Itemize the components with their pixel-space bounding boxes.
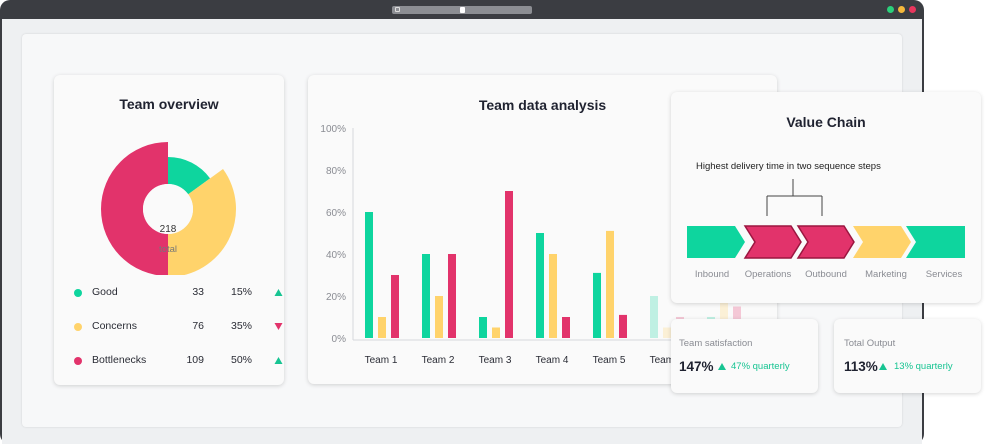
x-tick-label: Team 6 bbox=[650, 355, 683, 366]
x-tick-label: Team 2 bbox=[422, 355, 455, 366]
legend-percent: 50% bbox=[230, 354, 252, 366]
bar-team-2-good bbox=[422, 254, 430, 338]
bar-team-6-concerns bbox=[663, 327, 671, 338]
value-chain-step-inbound bbox=[687, 226, 745, 258]
y-tick-label: 40% bbox=[326, 250, 346, 261]
y-tick-label: 60% bbox=[326, 208, 346, 219]
legend-count: 109 bbox=[186, 354, 204, 366]
value-chain-title: Value Chain bbox=[786, 114, 866, 130]
value-chain-step-marketing bbox=[853, 226, 911, 258]
kpi-change: 13% quarterly bbox=[894, 361, 953, 372]
trend-down-icon bbox=[274, 323, 283, 330]
window-minimize-dot[interactable] bbox=[898, 6, 905, 13]
team-overview-donut bbox=[101, 142, 236, 275]
legend-percent: 15% bbox=[230, 286, 252, 298]
bar-team-6-good bbox=[650, 296, 658, 338]
bar-team-4-bottlenecks bbox=[562, 317, 570, 338]
trend-up-icon bbox=[274, 357, 283, 364]
donut-slice-good bbox=[168, 157, 211, 195]
legend-row-good: Good 33 15% bbox=[74, 286, 283, 300]
value-chain-card: Value Chain Highest delivery time in two… bbox=[671, 92, 981, 303]
bar-team-1-good bbox=[365, 212, 373, 338]
kpi-label: Total Output bbox=[844, 338, 896, 349]
donut-slice-bottlenecks bbox=[101, 142, 168, 275]
kpi-value: 113% bbox=[844, 359, 878, 374]
team-data-title: Team data analysis bbox=[478, 97, 607, 113]
y-tick-label: 20% bbox=[326, 292, 346, 303]
bar-team-2-concerns bbox=[435, 296, 443, 338]
value-chain-bracket bbox=[766, 179, 823, 216]
trend-up-icon bbox=[718, 363, 726, 370]
bar-team-4-concerns bbox=[549, 254, 557, 338]
bar-team-3-good bbox=[479, 317, 487, 338]
kpi-label: Team satisfaction bbox=[679, 338, 753, 349]
bar-team-2-bottlenecks bbox=[448, 254, 456, 338]
value-chain-step-operations bbox=[743, 225, 802, 259]
bar-team-7-concerns bbox=[720, 296, 728, 338]
bar-team-5-good bbox=[593, 272, 601, 338]
team-overview-card: Team overview 218 total Good 33 15% Concern… bbox=[54, 75, 284, 385]
y-tick-label: 100% bbox=[320, 124, 346, 135]
address-bar[interactable] bbox=[392, 6, 532, 14]
legend-name: Good bbox=[92, 286, 118, 298]
donut-slice-concerns bbox=[168, 169, 236, 275]
value-chain-diagram bbox=[687, 179, 965, 259]
legend-row-bottlenecks: Bottlenecks 109 50% bbox=[74, 354, 283, 368]
bar-team-1-concerns bbox=[378, 317, 386, 338]
x-tick-label: Team 3 bbox=[479, 355, 512, 366]
legend-count: 33 bbox=[192, 286, 204, 298]
legend-percent: 35% bbox=[230, 320, 252, 332]
legend-name: Bottlenecks bbox=[92, 354, 147, 366]
bar-team-5-concerns bbox=[606, 230, 614, 338]
legend-row-concerns: Concerns 76 35% bbox=[74, 320, 283, 334]
value-chain-note: Highest delivery time in two sequence st… bbox=[696, 161, 881, 172]
bar-team-3-bottlenecks bbox=[505, 191, 513, 338]
y-tick-label: 0% bbox=[332, 334, 347, 345]
value-chain-label: Operations bbox=[744, 269, 792, 280]
donut-total-label: total bbox=[159, 244, 177, 255]
team-satisfaction-card: Team satisfaction 147% 47% quarterly bbox=[671, 319, 818, 393]
x-tick-label: Team 4 bbox=[536, 355, 569, 366]
legend-name: Concerns bbox=[92, 320, 137, 332]
legend-dot-icon bbox=[74, 289, 82, 297]
bar-team-1-bottlenecks bbox=[391, 275, 399, 338]
x-tick-label: Team 1 bbox=[365, 355, 398, 366]
y-tick-label: 80% bbox=[326, 166, 346, 177]
donut-total-value: 218 bbox=[159, 224, 177, 235]
team-overview-title: Team overview bbox=[119, 96, 219, 112]
bar-team-5-bottlenecks bbox=[619, 314, 627, 338]
kpi-value: 147% bbox=[679, 359, 714, 374]
value-chain-step-services bbox=[906, 226, 965, 258]
window-close-dot[interactable] bbox=[909, 6, 916, 13]
kpi-change: 47% quarterly bbox=[731, 361, 790, 372]
legend-dot-icon bbox=[74, 323, 82, 331]
trend-up-icon bbox=[274, 289, 283, 296]
legend-dot-icon bbox=[74, 357, 82, 365]
tab-icon bbox=[395, 7, 400, 12]
legend-count: 76 bbox=[192, 320, 204, 332]
value-chain-label: Inbound bbox=[694, 269, 730, 280]
window-maximize-dot[interactable] bbox=[887, 6, 894, 13]
x-tick-label: Team 5 bbox=[593, 355, 626, 366]
lock-icon bbox=[460, 7, 465, 13]
value-chain-label: Services bbox=[925, 269, 963, 280]
total-output-card: Total Output 113% 13% quarterly bbox=[834, 319, 981, 393]
value-chain-step-outbound bbox=[796, 225, 855, 259]
value-chain-label: Marketing bbox=[865, 269, 907, 280]
value-chain-label: Outbound bbox=[805, 269, 847, 280]
bar-team-4-good bbox=[536, 233, 544, 338]
bar-team-3-concerns bbox=[492, 327, 500, 338]
trend-up-icon bbox=[879, 363, 887, 370]
